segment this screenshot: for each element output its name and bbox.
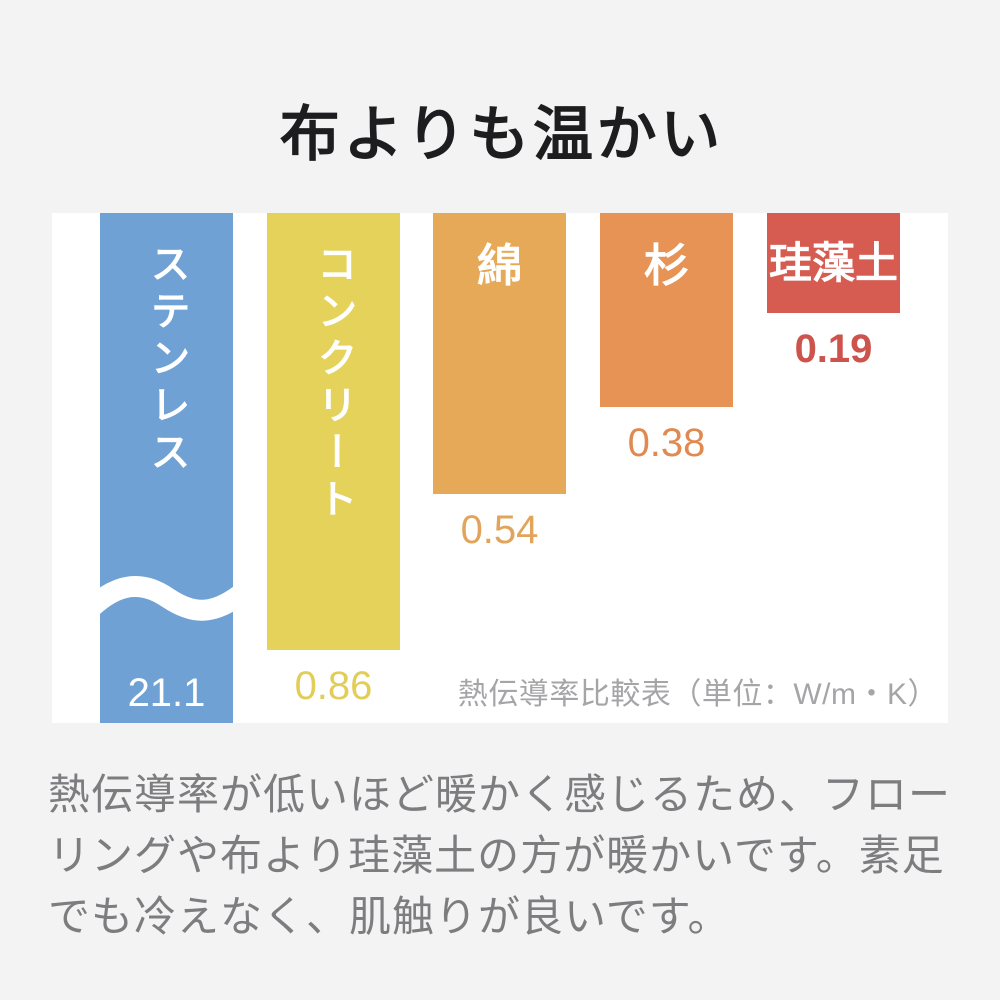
bar-label-cotton: 綿 (476, 240, 522, 291)
description-line-3: でも冷えなく、肌触りが良いです。 (48, 893, 731, 940)
description-line-1: 熱伝導率が低いほど暖かく感じるため、フロー (48, 771, 952, 818)
bar-value-stainless: 21.1 (127, 671, 206, 715)
bar-label-cedar: 杉 (643, 240, 689, 291)
bar-stainless-steel: ステンレス 21.1 (100, 213, 233, 723)
bar-label-stainless: ステンレス (144, 243, 189, 478)
bar-label-concrete: コンクリート (311, 243, 356, 525)
axis-break-wave-icon (100, 575, 233, 621)
description-line-2: リングや布より珪藻土の方が暖かいです。素足 (48, 832, 945, 879)
description-paragraph: 熱伝導率が低いほど暖かく感じるため、フロー リングや布より珪藻土の方が暖かいです… (48, 764, 968, 947)
page-title: 布よりも温かい (279, 102, 724, 168)
chart-caption: 熱伝導率比較表（単位：W/m・K） (457, 678, 938, 711)
bar-value-cedar: 0.38 (627, 421, 706, 465)
bar-value-cotton: 0.54 (460, 508, 539, 552)
bar-cotton: 綿 0.54 (433, 213, 566, 552)
bar-concrete: コンクリート 0.86 (267, 213, 400, 708)
bar-value-concrete: 0.86 (294, 664, 373, 708)
bar-label-diatomaceous-earth: 珪藻土 (769, 240, 898, 288)
bar-value-diatomaceous-earth: 0.19 (794, 327, 873, 371)
thermal-conductivity-chart: ステンレス 21.1 コンクリート 0.86 綿 0.54 杉 0.38 珪藻土… (52, 213, 948, 723)
bar-cedar: 杉 0.38 (600, 213, 733, 465)
bar-diatomaceous-earth: 珪藻土 0.19 (767, 213, 900, 371)
